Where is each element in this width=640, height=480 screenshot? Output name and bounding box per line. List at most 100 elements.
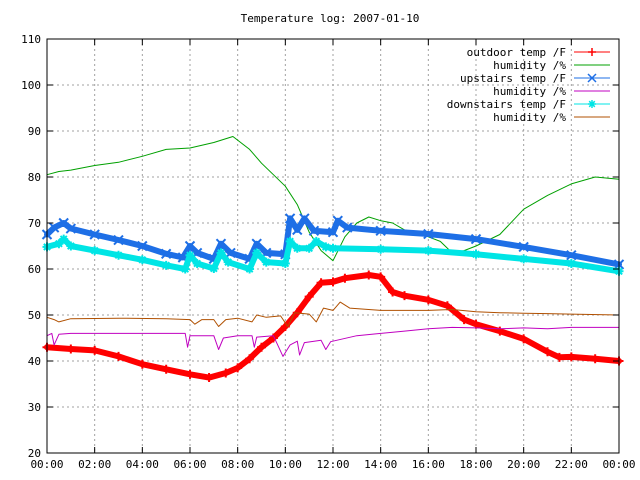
x-tick-label: 10:00 [269,458,302,471]
data-point [160,248,172,260]
data-point [328,277,338,287]
x-tick-label: 22:00 [555,458,588,471]
x-axis: 00:00 02:00 04:00 06:00 08:00 10:00 12:00 14:00… [30,39,636,471]
x-tick-label: 02:00 [78,458,111,471]
series-line [46,301,620,327]
x-tick-label: 08:00 [221,458,254,471]
data-point [252,248,262,258]
data-point [280,258,290,268]
x-tick-label: 12:00 [316,458,349,471]
legend-marker [588,100,596,108]
data-point [245,264,255,274]
x-tick-label: 16:00 [412,458,445,471]
data-point [285,236,295,246]
data-point [423,228,434,240]
legend-label: humidity /% [493,59,566,72]
y-tick-label: 80 [28,171,41,184]
data-point [225,247,236,259]
data-point [311,236,321,246]
data-point [216,248,226,258]
data-point [495,326,505,336]
data-point [423,246,433,256]
legend-label: humidity /% [493,85,566,98]
data-point [328,243,338,253]
data-point [90,345,100,355]
data-point [114,351,123,361]
data-point [471,319,481,329]
data-point [58,217,69,229]
data-point [519,254,529,264]
data-point [268,333,278,343]
data-point [566,352,576,362]
series-line [46,326,620,357]
data-point [299,213,310,224]
legend-label: upstairs temp /F [460,72,566,85]
data-point [215,238,227,249]
data-point [340,273,350,283]
data-point [161,364,171,374]
data-point [292,243,302,253]
y-tick-label: 20 [28,447,41,460]
x-tick-label: 06:00 [173,458,206,471]
data-point [342,222,353,233]
data-point [566,249,577,261]
data-point [66,344,76,354]
y-tick-label: 50 [28,309,41,322]
data-point [566,258,576,268]
data-point [90,246,100,256]
data-point [327,226,339,238]
series-6 [46,301,620,327]
data-point [590,354,600,364]
data-point [245,354,255,364]
data-point [519,334,529,344]
x-tick-label: 04:00 [126,458,159,471]
data-point [114,250,123,260]
y-tick-label: 100 [21,79,41,92]
data-point [459,315,469,325]
data-point [257,342,266,352]
data-point [376,244,386,254]
data-point [161,260,171,270]
data-point [471,249,481,259]
data-point [376,272,386,282]
data-point [261,257,271,267]
series-4 [46,326,620,357]
series-5 [42,234,624,276]
legend-label: downstairs temp /F [447,98,566,111]
data-point [554,352,564,362]
data-point [284,213,296,224]
data-point [59,234,69,244]
data-point [65,223,77,234]
data-point [400,291,409,301]
data-point [209,264,219,274]
legend-label: outdoor temp /F [467,46,566,59]
y-tick-label: 110 [21,33,41,46]
data-point [321,242,331,252]
data-point [89,229,100,240]
y-tick-label: 30 [28,401,41,414]
data-point [364,270,374,280]
data-point [48,222,60,233]
data-point [180,264,190,274]
data-point [518,241,529,253]
y-tick-label: 90 [28,125,41,138]
data-point [66,241,76,251]
data-point [470,233,482,245]
data-point [442,301,452,311]
y-axis: 20 30 40 50 60 70 80 90 100 110 [21,33,619,460]
data-point [388,287,398,297]
x-tick-label: 00:00 [602,458,635,471]
data-point [292,224,303,236]
data-point [543,347,552,357]
data-point [233,363,243,373]
x-tick-label: 20:00 [507,458,540,471]
data-point [423,295,433,305]
data-point [137,255,147,265]
data-point [223,257,233,267]
data-point [316,278,326,288]
x-tick-label: 18:00 [459,458,492,471]
y-tick-label: 60 [28,263,41,276]
data-point [113,234,124,246]
